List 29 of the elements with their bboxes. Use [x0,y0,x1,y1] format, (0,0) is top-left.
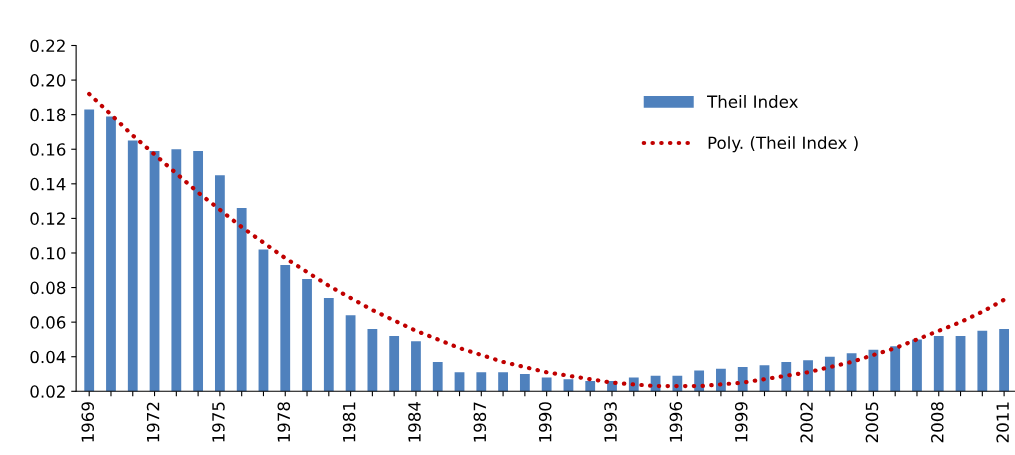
x-tick-label: 1969 [81,402,95,442]
x-tick-label: 2002 [800,402,813,443]
line-series [87,91,1007,389]
y-tick-label: 0.06 [30,316,66,329]
x-tick-label: 1987 [473,402,487,442]
x-tick-label: 2008 [930,402,944,443]
x-tick-label: 1978 [277,402,291,442]
x-tick-label: 1999 [734,402,748,442]
legend-label: Poly. (Theil Index ) [708,136,858,153]
x-tick-label: 2005 [865,402,879,443]
x-tick-label: 1993 [604,402,617,442]
x-tick-label: 1990 [538,402,552,442]
y-tick-label: 0.14 [30,177,66,191]
x-tick-label: 1996 [669,402,683,442]
x-tick-label: 1981 [342,402,356,442]
x-tick-label: 1975 [212,402,225,442]
y-tick-label: 0.16 [30,143,66,156]
x-tick-label: 1972 [146,402,160,442]
y-tick-label: 0.08 [30,281,66,295]
legend-label: Theil Index [707,95,798,108]
x-tick-label: 1984 [408,401,421,442]
y-tick-label: 0.12 [30,212,65,225]
y-tick-label: 0.22 [30,39,65,53]
y-tick-label: 0.02 [30,385,65,398]
y-tick-label: 0.18 [30,108,66,122]
y-tick-label: 0.04 [30,350,66,364]
y-tick-label: 0.20 [30,74,66,87]
x-tick-label: 2011 [996,402,1009,443]
y-tick-label: 0.10 [30,246,66,260]
